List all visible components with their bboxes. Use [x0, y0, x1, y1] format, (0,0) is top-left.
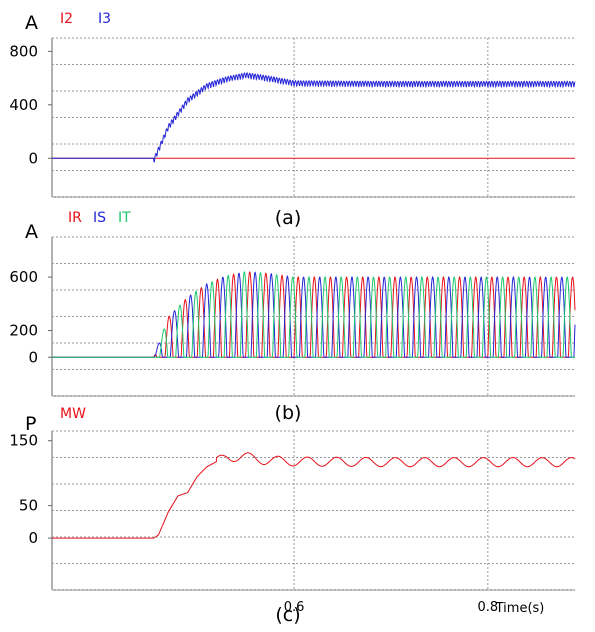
x-axis-label: Time(s): [495, 601, 545, 616]
panel-1: 0 400 800 A I2 I3 (a): [9, 11, 576, 229]
y-unit-label: P: [25, 413, 36, 435]
series-IT: [52, 270, 575, 358]
series-MW: [52, 452, 576, 539]
y-tick-label: 400: [9, 96, 38, 114]
legend-IR: IR: [68, 210, 82, 226]
x-tick-label: 0.6: [284, 600, 305, 615]
y-tick-label: 0: [28, 348, 38, 366]
y-unit-label: A: [25, 221, 38, 243]
y-tick-label: 200: [9, 322, 38, 340]
legend-IT: IT: [118, 210, 131, 226]
legend-I2: I2: [60, 11, 73, 27]
y-tick-label: 0: [28, 149, 38, 167]
panel-caption: (b): [275, 402, 302, 424]
series-I3: [52, 72, 576, 163]
panel-caption: (a): [275, 207, 301, 229]
legend-IS: IS: [93, 210, 106, 226]
y-unit-label: A: [25, 12, 38, 34]
x-tick-label: 0.8: [477, 600, 498, 615]
y-tick-label: 150: [9, 432, 38, 450]
legend-MW: MW: [60, 406, 86, 422]
panel-2: 0 200 600 A IR IS IT (b): [9, 210, 576, 424]
panel-caption: (c): [275, 604, 300, 626]
legend-I3: I3: [98, 11, 111, 27]
y-tick-label: 50: [19, 497, 38, 515]
y-tick-label: 800: [9, 42, 38, 60]
y-tick-label: 600: [9, 268, 38, 286]
y-tick-label: 0: [28, 529, 38, 547]
